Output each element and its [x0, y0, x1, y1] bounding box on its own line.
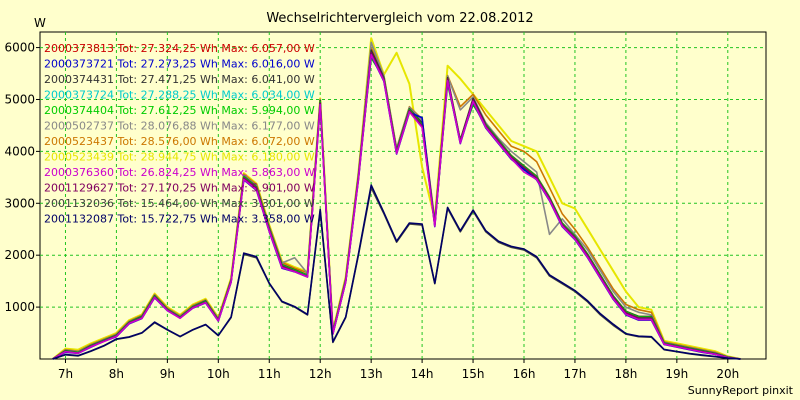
legend-entry: 2000523439 Tot: 28.944,75 Wh Max: 6.180,… — [44, 151, 315, 164]
series-line — [52, 184, 741, 360]
y-tick-label: 3000 — [4, 196, 35, 210]
y-tick-label: 1000 — [4, 300, 35, 314]
x-tick-label: 16h — [513, 367, 536, 381]
y-tick-label: 6000 — [4, 41, 35, 55]
y-tick-label: 2000 — [4, 248, 35, 262]
y-axis: 1000 2000 3000 4000 5000 6000 — [4, 41, 40, 314]
x-tick-label: 18h — [614, 367, 637, 381]
x-tick-label: 14h — [411, 367, 434, 381]
legend: 2000373813 Tot: 27.324,25 Wh Max: 6.057,… — [44, 42, 315, 226]
x-tick-label: 12h — [309, 367, 332, 381]
y-tick-label: 5000 — [4, 92, 35, 106]
legend-entry: 2000376360 Tot: 26.824,25 Wh Max: 5.863,… — [44, 166, 315, 179]
legend-entry: 2000373721 Tot: 27.273,25 Wh Max: 6.016,… — [44, 58, 315, 71]
x-tick-label: 7h — [58, 367, 73, 381]
legend-entry: 2000374404 Tot: 27.612,25 Wh Max: 5.994,… — [44, 104, 315, 117]
x-tick-label: 9h — [160, 367, 175, 381]
x-tick-label: 15h — [462, 367, 485, 381]
x-tick-label: 20h — [716, 367, 739, 381]
grid — [40, 32, 766, 359]
legend-entry: 2001129627 Tot: 27.170,25 Wh Max: 5.901,… — [44, 182, 315, 195]
y-tick-label: 4000 — [4, 144, 35, 158]
legend-entry: 2001132087 Tot: 15.722,75 Wh Max: 3.358,… — [44, 213, 315, 226]
x-tick-label: 19h — [665, 367, 688, 381]
x-tick-label: 10h — [207, 367, 230, 381]
legend-entry: 2000523437 Tot: 28.576,00 Wh Max: 6.072,… — [44, 135, 315, 148]
legend-entry: 2001132036 Tot: 15.464,00 Wh Max: 3.301,… — [44, 197, 315, 210]
x-tick-label: 11h — [258, 367, 281, 381]
chart-title: Wechselrichtervergleich vom 22.08.2012 — [266, 11, 533, 26]
x-tick-label: 8h — [109, 367, 124, 381]
x-axis: 7h 8h 9h 10h 11h 12h 13h 14h 15h 16h 17h 18h 19h 20h — [58, 359, 739, 381]
footer-credit: SunnyReport pinxit — [688, 384, 794, 397]
y-axis-label: W — [34, 16, 46, 30]
series-line — [52, 53, 741, 360]
legend-entry: 2000502737 Tot: 28.076,88 Wh Max: 6.177,… — [44, 120, 315, 133]
series-layer — [52, 37, 741, 360]
legend-entry: 2000373813 Tot: 27.324,25 Wh Max: 6.057,… — [44, 42, 315, 55]
x-tick-label: 17h — [564, 367, 587, 381]
legend-entry: 2000373724 Tot: 27.288,25 Wh Max: 6.034,… — [44, 89, 315, 102]
x-tick-label: 13h — [360, 367, 383, 381]
legend-entry: 2000374431 Tot: 27.471,25 Wh Max: 6.041,… — [44, 73, 315, 86]
